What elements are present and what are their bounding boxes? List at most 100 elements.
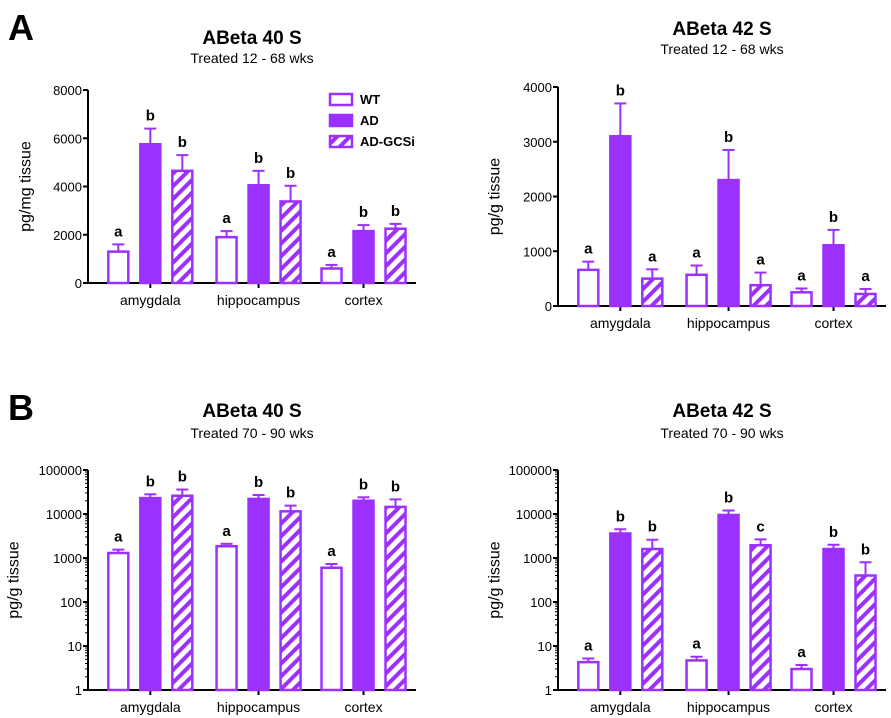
- bar-ad-gcsi: [279, 200, 302, 285]
- bar-ad: [717, 178, 740, 308]
- x-tick-label: hippocampus: [687, 699, 770, 715]
- y-tick-label: 100: [530, 595, 552, 610]
- legend-item-ad: AD: [328, 113, 379, 128]
- bar-wt: [577, 660, 600, 692]
- chart-title: ABeta 42 S: [672, 401, 771, 422]
- y-tick-label: 0: [75, 276, 82, 291]
- significance-letter: b: [616, 82, 625, 99]
- bar-ad: [139, 143, 162, 285]
- significance-letter: a: [692, 636, 701, 653]
- legend: WT AD AD-GCSi: [328, 92, 415, 149]
- bar-wt: [320, 267, 343, 285]
- legend-swatch-ad: [328, 113, 354, 128]
- significance-letter: b: [178, 469, 187, 486]
- significance-letter: c: [756, 518, 764, 535]
- legend-label-wt: WT: [360, 92, 380, 107]
- bar-ad-gcsi: [171, 169, 194, 285]
- chart-subtitle: Treated 70 - 90 wks: [660, 425, 783, 441]
- significance-letter: a: [692, 244, 701, 261]
- bar-ad-gcsi: [854, 292, 877, 308]
- bar-ad: [247, 497, 270, 692]
- significance-letter: a: [797, 644, 806, 661]
- bar-wt: [577, 268, 600, 308]
- significance-letter: b: [178, 134, 187, 151]
- x-tick-label: hippocampus: [217, 699, 300, 715]
- y-tick-label: 1: [75, 683, 82, 698]
- significance-letter: a: [797, 267, 806, 284]
- panel-label-a: A: [8, 7, 34, 48]
- significance-letter: b: [724, 490, 733, 507]
- x-tick-label: cortex: [344, 699, 382, 715]
- legend-label-ad: AD: [360, 113, 379, 128]
- bar-ad-gcsi: [641, 277, 664, 308]
- y-tick-label: 10: [538, 639, 552, 654]
- significance-letter: a: [861, 268, 870, 285]
- chart-subtitle: Treated 70 - 90 wks: [190, 425, 313, 441]
- y-axis-label: pg/g tissue: [6, 541, 23, 618]
- bar-ad: [717, 513, 740, 692]
- y-tick-label: 1: [545, 683, 552, 698]
- significance-letter: b: [146, 108, 155, 125]
- significance-letter: b: [724, 129, 733, 146]
- significance-letter: b: [286, 485, 295, 502]
- significance-letter: a: [327, 244, 336, 261]
- y-tick-label: 3000: [523, 135, 552, 150]
- legend-label-ad-gcsi: AD-GCSi: [360, 134, 415, 149]
- y-tick-label: 100: [60, 595, 82, 610]
- y-tick-label: 4000: [523, 80, 552, 95]
- significance-letter: a: [114, 223, 123, 240]
- y-tick-label: 8000: [53, 83, 82, 98]
- y-axis-label: pg/g tissue: [487, 541, 504, 618]
- bar-ad: [609, 532, 632, 692]
- y-axis-label: pg/mg tissue: [18, 141, 35, 232]
- bar-ad-gcsi: [171, 494, 194, 692]
- significance-letter: a: [327, 543, 336, 560]
- y-tick-label: 1000: [523, 244, 552, 259]
- bar-ad: [139, 496, 162, 692]
- bar-wt: [685, 659, 708, 692]
- y-tick-label: 6000: [53, 131, 82, 146]
- x-tick-label: amygdala: [590, 699, 651, 715]
- y-tick-label: 1000: [53, 551, 82, 566]
- bar-ad: [822, 243, 845, 308]
- y-tick-label: 100000: [509, 463, 552, 478]
- significance-letter: a: [222, 210, 231, 227]
- legend-swatch-wt: [328, 92, 354, 107]
- bar-wt: [685, 273, 708, 308]
- bar-ad: [609, 135, 632, 308]
- bar-ad: [352, 499, 375, 692]
- bar-ad-gcsi: [279, 510, 302, 692]
- legend-item-ad-gcsi: AD-GCSi: [328, 134, 415, 149]
- significance-letter: b: [146, 473, 155, 490]
- y-tick-label: 2000: [523, 190, 552, 205]
- bar-ad: [247, 184, 270, 285]
- bar-ad: [352, 229, 375, 285]
- x-tick-label: amygdala: [120, 292, 181, 308]
- x-tick-label: amygdala: [590, 315, 651, 331]
- bar-wt: [215, 544, 238, 692]
- y-tick-label: 10000: [516, 507, 552, 522]
- chart-title: ABeta 42 S: [672, 19, 771, 40]
- y-tick-label: 4000: [53, 180, 82, 195]
- significance-letter: b: [648, 519, 657, 536]
- significance-letter: a: [584, 637, 593, 654]
- chart-title: ABeta 40 S: [202, 28, 301, 49]
- significance-letter: a: [648, 248, 657, 265]
- bar-ad-gcsi: [641, 547, 664, 692]
- x-tick-label: cortex: [814, 315, 852, 331]
- legend-item-wt: WT: [328, 92, 380, 107]
- chart-subtitle: Treated 12 - 68 wks: [660, 41, 783, 57]
- bar-ad-gcsi: [384, 505, 407, 692]
- significance-letter: b: [254, 474, 263, 491]
- bar-ad-gcsi: [854, 574, 877, 692]
- bar-wt: [107, 250, 130, 285]
- y-tick-label: 0: [545, 299, 552, 314]
- y-axis-label: pg/g tissue: [487, 158, 504, 235]
- significance-letter: b: [829, 524, 838, 541]
- significance-letter: a: [222, 523, 231, 540]
- bar-wt: [790, 291, 813, 308]
- chart-title: ABeta 40 S: [202, 401, 301, 422]
